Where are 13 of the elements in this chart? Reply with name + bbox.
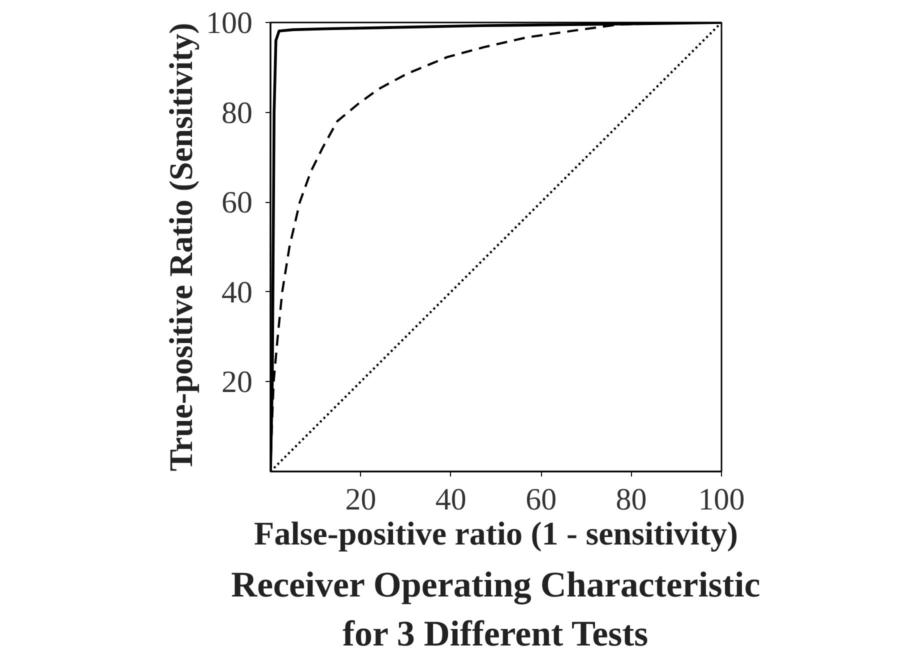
- text: Receiver Operating Characteristic for 3 Different Tests: [231, 564, 760, 654]
- y-tick-label: 60: [222, 184, 252, 220]
- y-tick-label: 40: [222, 274, 252, 310]
- y-tick-label: 80: [222, 94, 252, 130]
- x-tick-label: 20: [345, 482, 376, 516]
- x-axis-title: False-positive ratio (1 - sensitivity): [254, 516, 738, 552]
- y-axis-title: True-positive Ratio (Sensitivity): [164, 22, 200, 472]
- y-tick-label: 20: [222, 364, 252, 400]
- x-tick-label: 40: [435, 482, 466, 516]
- y-tick-label: 100: [206, 5, 252, 40]
- x-tick-label: 60: [526, 482, 557, 516]
- x-tick-label: 80: [616, 482, 647, 516]
- x-tick-label: 100: [698, 482, 745, 516]
